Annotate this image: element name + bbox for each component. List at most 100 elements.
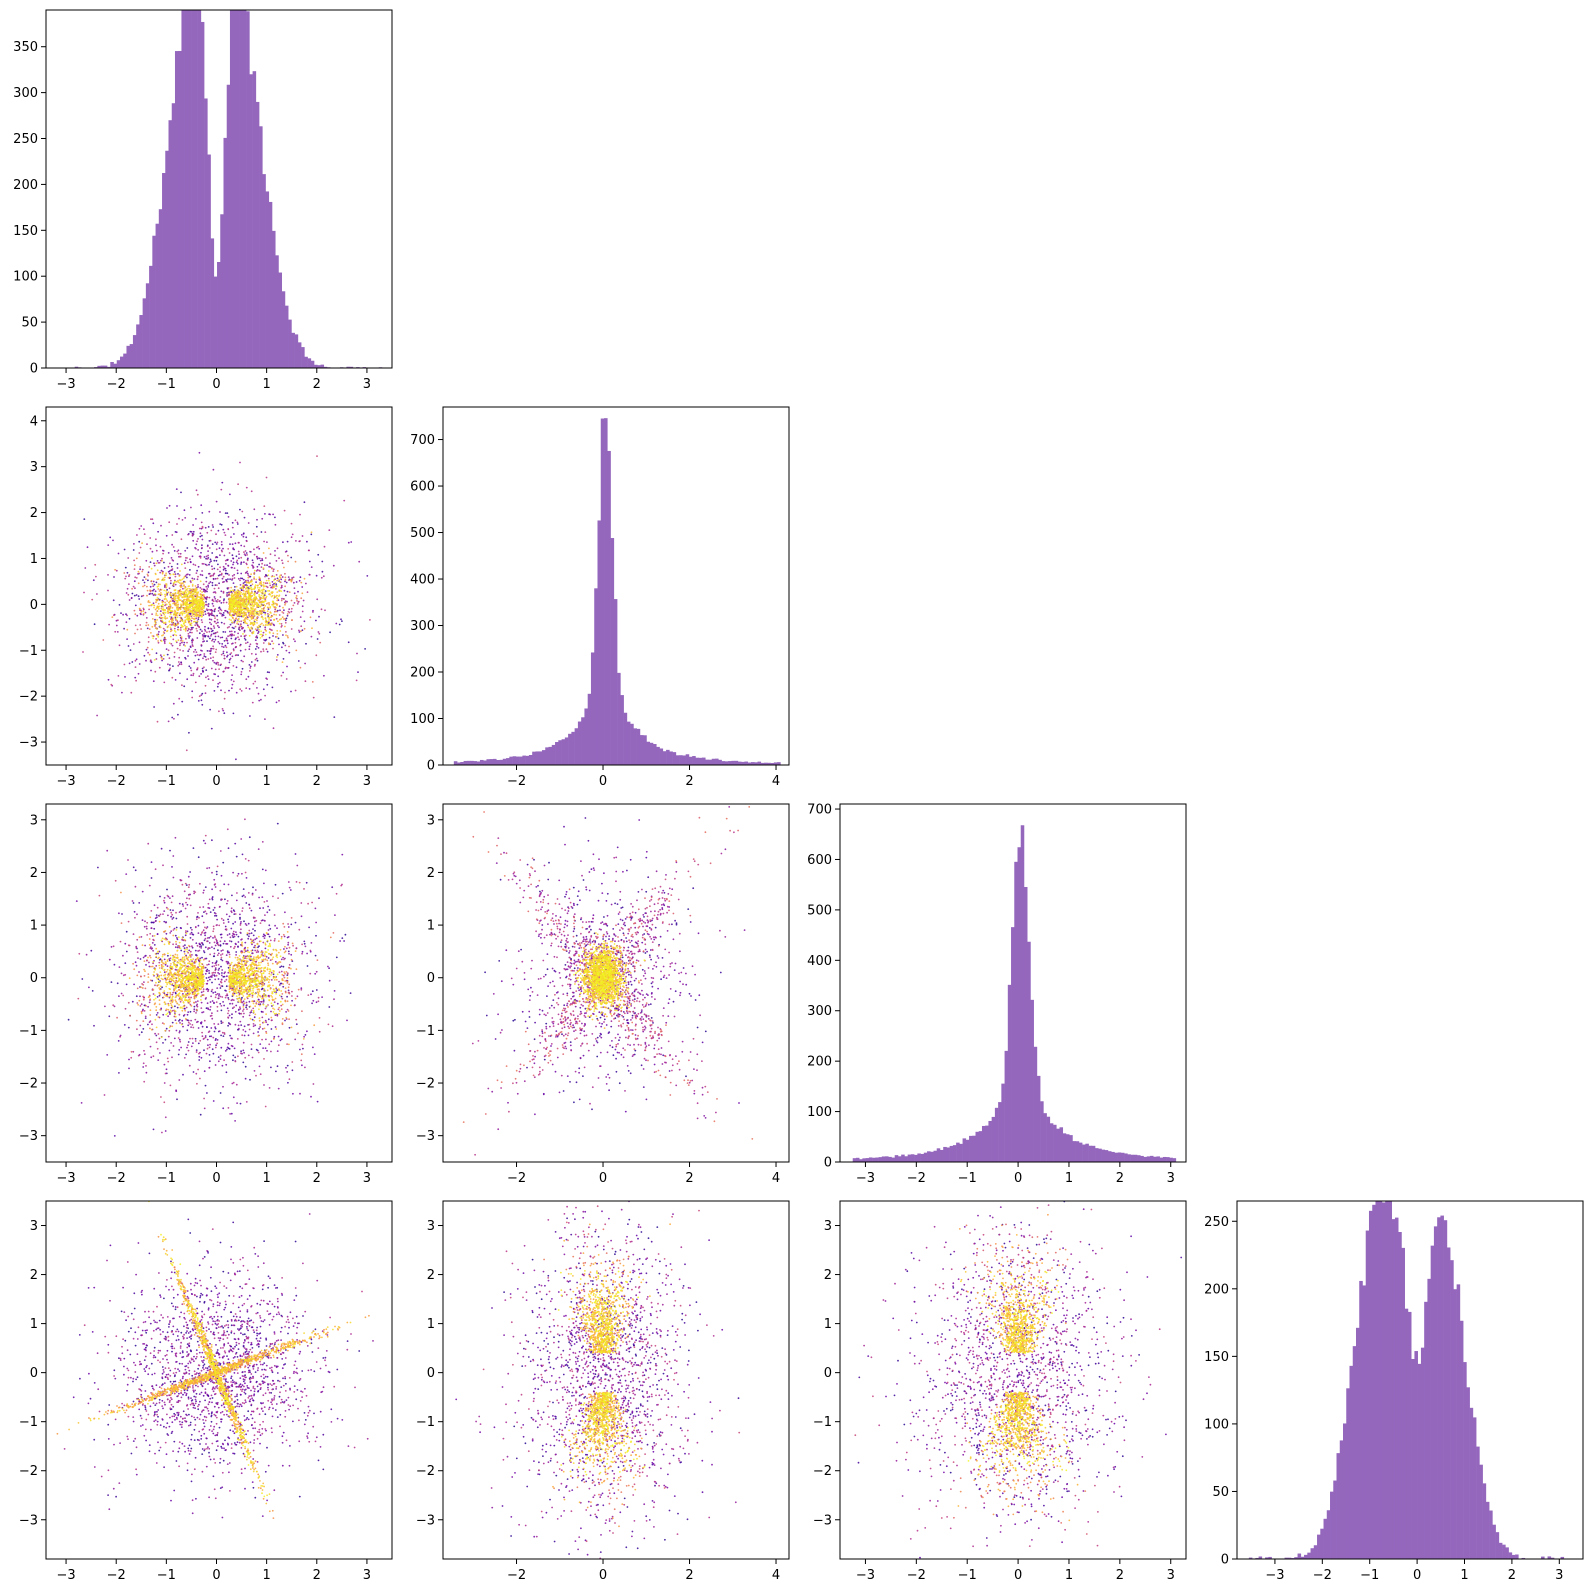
scatter-point [186,608,189,611]
scatter-point [282,612,285,614]
scatter-point [247,589,250,592]
scatter-point [250,626,253,629]
scatter-point [83,518,86,520]
scatter-point [243,1051,246,1054]
scatter-point [212,468,215,471]
scatter-point [210,1027,213,1029]
scatter-point [163,910,166,912]
scatter-point [220,543,223,546]
scatter-point [284,603,286,606]
scatter-point [200,1022,203,1025]
scatter-point [232,649,235,652]
scatter-point [264,582,267,585]
scatter-point [227,971,230,974]
scatter-point [250,1048,253,1050]
scatter-point [177,579,179,582]
scatter-point [173,627,176,630]
scatter-point [151,625,154,628]
scatter-point [145,578,147,580]
scatter-point [213,952,216,955]
scatter-point [207,635,210,638]
scatter-point [230,1112,233,1115]
scatter-point [254,944,256,947]
scatter-point [169,897,171,899]
scatter-point [206,558,209,560]
scatter-point [226,902,228,905]
scatter-point [284,911,286,914]
scatter-point [151,518,154,521]
scatter-point [152,680,155,683]
scatter-point [201,956,203,959]
scatter-point [245,615,248,617]
scatter-point [243,637,246,640]
scatter-point [123,572,126,574]
scatter-point [154,917,157,920]
scatter-point [239,584,242,586]
scatter-point [205,997,208,999]
scatter-point [216,541,219,544]
scatter-point [301,592,304,595]
scatter-point [187,603,190,606]
scatter-point [306,952,308,955]
scatter-point [193,1010,196,1013]
scatter-point [310,531,313,534]
scatter-point [180,605,183,608]
scatter-point [246,616,249,619]
scatter-point [259,623,262,626]
scatter-point [174,991,177,994]
scatter-point [175,1089,178,1092]
scatter-point [234,609,237,611]
scatter-point [244,605,247,608]
hist-bar [479,759,484,765]
scatter-point [316,455,318,457]
scatter-point [123,548,126,551]
scatter-point [240,635,243,637]
scatter-point [218,626,220,629]
scatter-point [176,505,178,507]
scatter-point [190,619,193,622]
scatter-point [176,946,179,949]
scatter-point [211,598,214,601]
scatter-point [242,1049,245,1052]
scatter-point [190,674,193,677]
scatter-point [281,611,284,613]
scatter-point [260,604,263,606]
scatter-point [118,995,120,997]
scatter-point [179,672,181,675]
scatter-point [276,591,279,593]
scatter-point [257,946,259,949]
scatter-point [251,1056,254,1059]
scatter-point [206,588,209,590]
scatter-point [292,576,295,579]
scatter-point [126,571,129,574]
scatter-point [290,556,293,559]
scatter-point [145,617,148,619]
scatter-point [172,916,175,919]
scatter-point [286,635,289,637]
scatter-point [229,591,231,593]
scatter-point [275,610,277,613]
scatter-point [280,587,282,589]
scatter-point [206,1092,208,1094]
scatter-point [278,605,281,608]
scatter-point [185,637,187,640]
scatter-point [176,623,179,626]
scatter-point [201,601,204,604]
hist-bar [757,761,762,765]
scatter-point [126,628,129,631]
scatter-point [251,598,253,601]
scatter-point [175,640,177,642]
scatter-point [138,598,141,600]
scatter-point [216,584,218,586]
scatter-point [117,552,120,555]
scatter-point [204,603,207,606]
scatter-point [268,1087,271,1089]
scatter-point [303,627,306,630]
scatter-point [200,1007,203,1009]
scatter-point [241,895,244,898]
scatter-point [155,562,158,565]
scatter-point [133,568,136,570]
scatter-point [287,943,289,946]
scatter-point [299,513,301,516]
scatter-point [257,692,260,695]
